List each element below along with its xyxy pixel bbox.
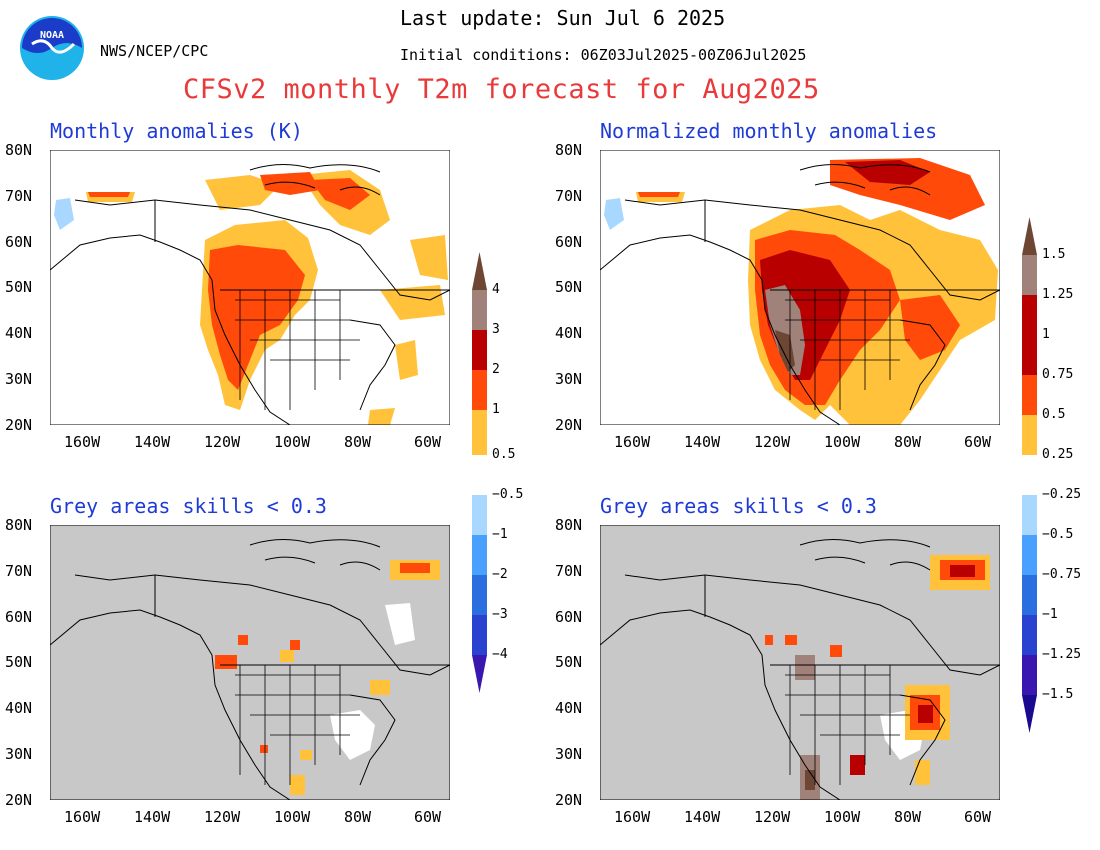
lat-tick-label: 50N — [555, 278, 583, 297]
lon-tick-label: 160W — [614, 433, 651, 451]
lon-tick-label: 140W — [684, 808, 721, 826]
colorbar-tick-label: −1 — [1042, 607, 1058, 622]
lon-tick-label: 80W — [344, 808, 372, 826]
colorbar-tick-label: 1 — [492, 402, 500, 417]
lon-tick-label: 100W — [824, 433, 861, 451]
lat-tick-label: 80N — [5, 141, 33, 159]
lat-tick-label: 50N — [5, 278, 33, 297]
map-panel-tr — [600, 150, 1000, 425]
lon-tick-label: 160W — [614, 808, 651, 826]
lon-tick-label: 100W — [274, 433, 311, 451]
lon-tick-label: 140W — [684, 433, 721, 451]
lat-tick-label: 70N — [5, 186, 33, 205]
lon-tick-label: 80W — [894, 808, 922, 826]
colorbar-tick-label: 3 — [492, 322, 500, 337]
lat-tick-label: 80N — [555, 141, 583, 159]
colorbar-tick-label: −0.75 — [1042, 567, 1082, 582]
panel-title-tr: Normalized monthly anomalies — [600, 119, 938, 143]
lat-tick-label: 40N — [5, 324, 33, 343]
lon-tick-label: 140W — [134, 433, 171, 451]
colorbar-tick-label: −2 — [492, 567, 508, 582]
map-panel-bl — [50, 525, 450, 800]
lat-tick-label: 20N — [5, 415, 33, 434]
lon-tick-label: 140W — [134, 808, 171, 826]
last-update: Last update: Sun Jul 6 2025 — [400, 6, 726, 30]
lon-tick-label: 120W — [204, 433, 241, 451]
lon-tick-label: 60W — [964, 808, 992, 826]
colorbar-tick-label: −1 — [492, 527, 508, 542]
lat-tick-label: 70N — [5, 561, 33, 580]
lat-tick-label: 60N — [555, 232, 583, 251]
colorbar-tick-label: 1.25 — [1042, 287, 1074, 302]
lon-tick-label: 160W — [64, 808, 101, 826]
lat-tick-label: 30N — [555, 370, 583, 388]
noaa-logo: NOAA — [18, 14, 86, 82]
lat-tick-label: 80N — [555, 516, 583, 534]
colorbar-tick-label: 0.5 — [1042, 407, 1066, 422]
lat-tick-label: 30N — [555, 745, 583, 763]
initial-conditions: Initial conditions: 06Z03Jul2025-00Z06Ju… — [400, 46, 807, 64]
lon-tick-label: 60W — [414, 808, 442, 826]
lat-tick-label: 20N — [555, 415, 583, 434]
lat-tick-label: 20N — [5, 790, 33, 809]
lat-tick-label: 80N — [5, 516, 33, 534]
lon-tick-label: 120W — [754, 433, 791, 451]
lon-tick-label: 60W — [964, 433, 992, 451]
colorbar-tick-label: 0.75 — [1042, 367, 1074, 382]
lon-tick-label: 100W — [274, 808, 311, 826]
lat-tick-label: 20N — [555, 790, 583, 809]
lat-tick-label: 40N — [5, 699, 33, 718]
panel-title-bl: Grey areas skills < 0.3 — [50, 494, 327, 518]
logo-text: NOAA — [40, 30, 64, 41]
lon-tick-label: 80W — [344, 433, 372, 451]
lon-tick-label: 80W — [894, 433, 922, 451]
lon-tick-label: 100W — [824, 808, 861, 826]
lat-tick-label: 60N — [5, 232, 33, 251]
lon-tick-label: 160W — [64, 433, 101, 451]
org-name: NWS/NCEP/CPC — [100, 42, 209, 60]
colorbar-tick-label: 0.5 — [492, 447, 516, 462]
lat-tick-label: 50N — [555, 653, 583, 672]
lat-tick-label: 30N — [5, 745, 33, 763]
colorbar-tick-label: −0.5 — [1042, 527, 1074, 542]
lat-tick-label: 60N — [555, 607, 583, 626]
colorbar-tick-label: −0.5 — [492, 487, 524, 502]
page-title: CFSv2 monthly T2m forecast for Aug2025 — [183, 74, 820, 105]
colorbar-tick-label: −1.25 — [1042, 647, 1082, 662]
lon-tick-label: 120W — [204, 808, 241, 826]
lat-tick-label: 50N — [5, 653, 33, 672]
colorbar-tick-label: −1.5 — [1042, 687, 1074, 702]
lat-tick-label: 30N — [5, 370, 33, 388]
panel-title-tl: Monthly anomalies (K) — [50, 119, 303, 143]
colorbar-right — [1022, 217, 1037, 733]
colorbar-tick-label: 2 — [492, 362, 500, 377]
colorbar-left — [472, 252, 487, 693]
colorbar-tick-label: −0.25 — [1042, 487, 1082, 502]
lat-tick-label: 40N — [555, 324, 583, 343]
lat-tick-label: 60N — [5, 607, 33, 626]
lon-tick-label: 60W — [414, 433, 442, 451]
panel-title-br: Grey areas skills < 0.3 — [600, 494, 877, 518]
colorbar-tick-label: 1.5 — [1042, 247, 1066, 262]
colorbar-tick-label: −4 — [492, 647, 508, 662]
map-panel-tl — [50, 150, 450, 425]
lat-tick-label: 70N — [555, 186, 583, 205]
lat-tick-label: 40N — [555, 699, 583, 718]
colorbar-tick-label: 4 — [492, 282, 500, 297]
colorbar-tick-label: 1 — [1042, 327, 1050, 342]
lon-tick-label: 120W — [754, 808, 791, 826]
colorbar-tick-label: −3 — [492, 607, 508, 622]
lat-tick-label: 70N — [555, 561, 583, 580]
colorbar-tick-label: 0.25 — [1042, 447, 1074, 462]
map-panel-br — [600, 525, 1000, 800]
